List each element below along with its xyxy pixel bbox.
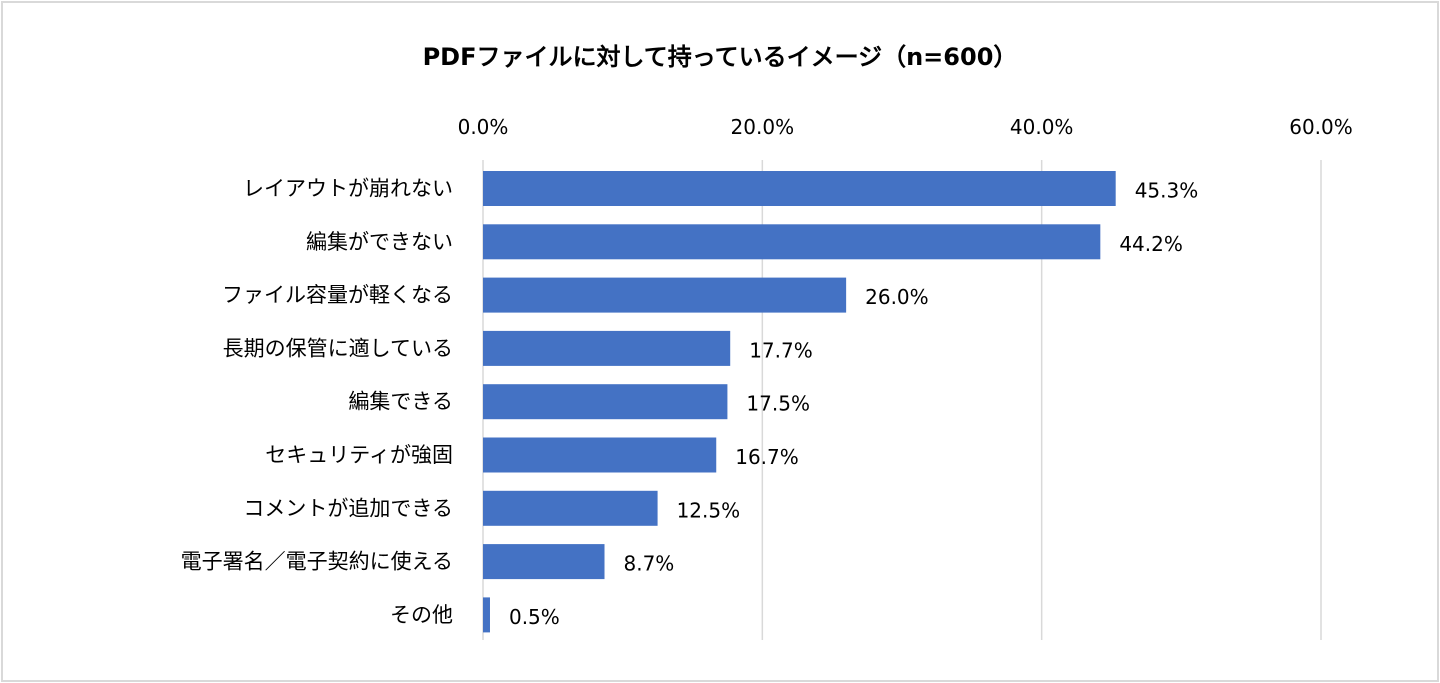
bar: [483, 384, 728, 420]
x-tick-label: 60.0%: [1289, 115, 1353, 139]
data-label: 44.2%: [1119, 232, 1183, 256]
category-label: 電子署名／電子契約に使える: [181, 550, 453, 574]
bar: [483, 224, 1101, 260]
data-label: 12.5%: [677, 498, 741, 522]
bar: [483, 490, 658, 526]
data-label: 17.7%: [749, 338, 813, 362]
x-tick-label: 0.0%: [458, 115, 509, 139]
category-label: ファイル容量が軽くなる: [222, 283, 453, 307]
data-label: 8.7%: [624, 552, 675, 576]
category-label: レイアウトが崩れない: [243, 177, 453, 201]
data-label: 17.5%: [746, 392, 810, 416]
x-tick-label: 40.0%: [1010, 115, 1074, 139]
category-label: コメントが追加できる: [243, 496, 453, 520]
bar: [483, 437, 717, 473]
category-label: その他: [390, 603, 453, 627]
bar: [483, 544, 605, 580]
bar: [483, 171, 1116, 206]
data-label: 26.0%: [865, 285, 929, 309]
x-tick-label: 20.0%: [731, 115, 795, 139]
data-label: 45.3%: [1135, 179, 1199, 203]
data-label: 0.5%: [509, 605, 560, 629]
chart-title: PDFファイルに対して持っているイメージ（n=600）: [423, 43, 1018, 71]
data-label: 16.7%: [735, 445, 799, 469]
bar: [483, 330, 731, 366]
category-label: 編集できる: [348, 390, 453, 414]
bar: [483, 597, 490, 633]
category-label: 編集ができない: [306, 230, 453, 254]
category-label: 長期の保管に適している: [223, 336, 453, 360]
category-label: セキュリティが強固: [265, 443, 453, 467]
bar: [483, 277, 847, 313]
